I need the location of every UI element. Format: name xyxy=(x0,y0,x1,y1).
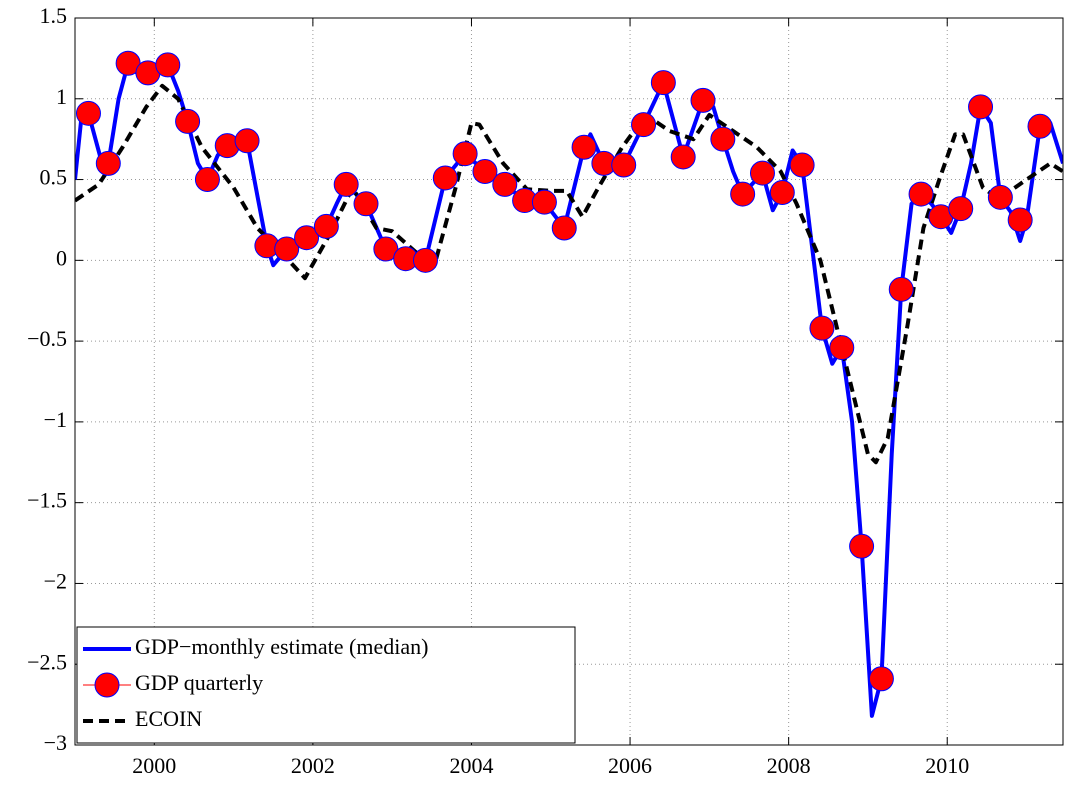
plot-frame xyxy=(74,17,1064,746)
marker xyxy=(968,94,994,120)
series-line xyxy=(75,83,1063,465)
marker xyxy=(730,181,756,207)
marker xyxy=(551,215,577,241)
marker xyxy=(294,225,320,251)
x-tick-label: 2008 xyxy=(767,753,811,778)
marker xyxy=(789,152,815,178)
series-line xyxy=(75,61,1063,718)
y-tick-label: −2 xyxy=(44,568,67,593)
x-tick-label: 2010 xyxy=(925,753,969,778)
marker xyxy=(888,276,914,302)
y-tick-label: −3 xyxy=(44,730,67,755)
x-tick-label: 2006 xyxy=(608,753,652,778)
marker xyxy=(492,171,518,197)
legend-label: GDP quarterly xyxy=(135,670,263,695)
marker xyxy=(234,128,260,154)
marker xyxy=(472,158,498,184)
legend-label: GDP−monthly estimate (median) xyxy=(135,634,428,659)
x-tick-label: 2002 xyxy=(291,753,335,778)
marker xyxy=(333,171,359,197)
marker xyxy=(987,184,1013,210)
marker xyxy=(829,335,855,361)
marker xyxy=(75,100,101,126)
marker xyxy=(670,144,696,170)
marker xyxy=(313,213,339,239)
y-tick-label: −1 xyxy=(44,407,67,432)
y-tick-label: 0 xyxy=(56,245,67,270)
marker xyxy=(155,52,181,78)
marker xyxy=(571,134,597,160)
y-tick-label: 0.5 xyxy=(40,165,68,190)
marker xyxy=(710,126,736,152)
marker xyxy=(412,247,438,273)
marker xyxy=(432,165,458,191)
marker xyxy=(1027,113,1053,139)
y-tick-label: 1 xyxy=(56,84,67,109)
legend-marker xyxy=(94,672,120,698)
y-tick-label: −0.5 xyxy=(27,326,67,351)
y-tick-label: −1.5 xyxy=(27,488,67,513)
y-tick-label: −2.5 xyxy=(27,649,67,674)
marker xyxy=(274,236,300,262)
marker xyxy=(531,189,557,215)
marker xyxy=(809,315,835,341)
marker xyxy=(749,160,775,186)
marker xyxy=(175,108,201,134)
x-tick-label: 2004 xyxy=(449,753,493,778)
marker xyxy=(611,152,637,178)
marker xyxy=(849,533,875,559)
legend-label: ECOIN xyxy=(135,706,202,731)
marker xyxy=(650,70,676,96)
y-tick-label: 1.5 xyxy=(40,3,68,28)
legend-box xyxy=(76,626,576,744)
marker xyxy=(908,181,934,207)
x-tick-label: 2000 xyxy=(132,753,176,778)
marker xyxy=(1007,207,1033,233)
marker xyxy=(452,141,478,167)
marker xyxy=(769,179,795,205)
marker xyxy=(868,666,894,692)
marker xyxy=(690,87,716,113)
marker xyxy=(948,196,974,222)
marker xyxy=(353,191,379,217)
marker xyxy=(194,167,220,193)
marker xyxy=(631,112,657,138)
marker xyxy=(95,150,121,176)
